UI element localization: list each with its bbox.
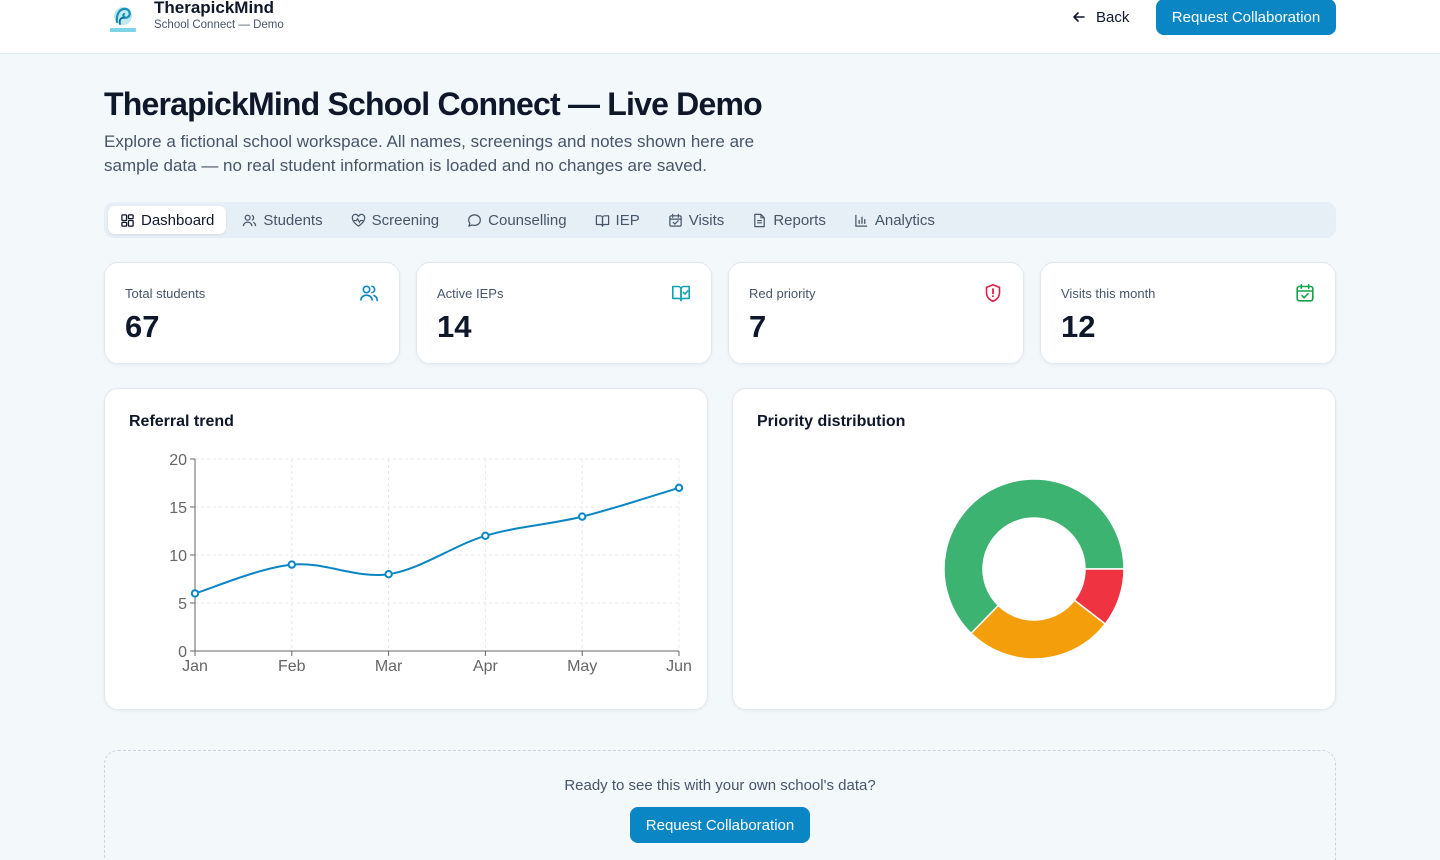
tab-label: IEP: [615, 211, 640, 229]
priority-donut-chart: [943, 478, 1125, 660]
heart-pulse-icon: [351, 213, 365, 227]
tab-iep[interactable]: IEP: [583, 206, 652, 234]
tab-label: Dashboard: [141, 211, 215, 229]
pie-slice: [1073, 568, 1125, 625]
tab-dashboard[interactable]: Dashboard: [108, 206, 227, 234]
tab-reports[interactable]: Reports: [740, 206, 838, 234]
data-point: [674, 483, 684, 493]
dashboard-icon: [121, 213, 134, 227]
tab-students[interactable]: Students: [230, 206, 334, 234]
stat-value: 14: [437, 309, 472, 344]
y-tick-label: 5: [178, 596, 187, 613]
x-tick-label: Jan: [182, 658, 208, 675]
tab-visits[interactable]: Visits: [656, 206, 737, 234]
back-button[interactable]: Back: [1066, 0, 1135, 34]
stat-label: Active IEPs: [437, 286, 504, 301]
shield-alert-icon: [985, 284, 1001, 302]
data-point: [384, 570, 393, 579]
y-tick-label: 0: [178, 644, 187, 661]
tab-label: Visits: [688, 211, 725, 229]
page-description: Explore a fictional school workspace. Al…: [104, 132, 755, 175]
data-point: [190, 589, 200, 598]
stat-value: 67: [125, 309, 160, 344]
cta-text: Ready to see this with your own school's…: [564, 777, 876, 794]
pie-slice: [943, 478, 1125, 635]
stat-value: 7: [749, 309, 767, 344]
page-title: TherapickMind School Connect — Live Demo: [104, 86, 763, 122]
request-collaboration-button[interactable]: Request Collaboration: [630, 807, 810, 843]
stat-value: 12: [1061, 309, 1096, 344]
book-check-icon: [672, 285, 690, 302]
x-tick-label: Jun: [666, 658, 692, 675]
request-collaboration-button[interactable]: Request Collaboration: [1156, 0, 1336, 35]
document-icon: [754, 213, 766, 227]
panel-title: Priority distribution: [757, 413, 906, 430]
brand-text: TherapickMind School Connect — Demo: [154, 0, 284, 32]
x-tick-label: May: [567, 658, 597, 675]
stat-card-active-ieps[interactable]: Active IEPs 14: [416, 262, 712, 364]
series-line: [194, 486, 680, 595]
tab-label: Counselling: [488, 211, 567, 229]
tab-bar: Dashboard Students Screening Counselling…: [104, 202, 1336, 238]
calendar-check-icon: [1296, 284, 1314, 302]
tab-label: Analytics: [874, 211, 935, 229]
back-label: Back: [1096, 8, 1130, 26]
chat-icon: [468, 213, 482, 227]
users-icon: [243, 214, 257, 226]
referral-line-chart: 0 5 10 15 20 Jan Feb Mar Apr May Jun: [169, 452, 692, 675]
users-icon: [360, 285, 378, 302]
y-tick-label: 10: [169, 548, 187, 565]
x-tick-label: Apr: [473, 658, 499, 675]
panel-title: Referral trend: [129, 413, 234, 430]
stat-card-visits-this-month[interactable]: Visits this month 12: [1040, 262, 1336, 364]
stat-label: Total students: [125, 286, 206, 301]
tab-label: Reports: [773, 211, 826, 229]
arrow-left-icon: [1073, 12, 1085, 22]
x-tick-label: Mar: [375, 658, 403, 675]
bar-chart-icon: [855, 214, 867, 227]
brain-wave-logo: [108, 0, 138, 34]
pie-slice: [970, 599, 1107, 660]
stat-label: Red priority: [749, 286, 816, 301]
priority-distribution-panel: Priority distribution: [732, 388, 1336, 710]
cta-section: Ready to see this with your own school's…: [104, 750, 1336, 860]
book-icon: [595, 214, 609, 227]
top-bar: TherapickMind School Connect — Demo Back…: [0, 0, 1440, 54]
brand[interactable]: TherapickMind School Connect — Demo: [108, 0, 284, 34]
y-tick-label: 20: [169, 452, 187, 469]
tab-screening[interactable]: Screening: [339, 206, 452, 234]
data-point: [481, 531, 490, 541]
calendar-check-icon: [669, 213, 682, 227]
stat-label: Visits this month: [1061, 286, 1156, 301]
tab-label: Screening: [371, 211, 440, 229]
data-point: [287, 560, 297, 569]
tab-counselling[interactable]: Counselling: [455, 206, 578, 234]
data-point: [578, 512, 587, 521]
y-tick-label: 15: [169, 500, 187, 517]
brand-name: TherapickMind: [154, 0, 274, 17]
tab-analytics[interactable]: Analytics: [842, 206, 947, 234]
stat-card-red-priority[interactable]: Red priority 7: [728, 262, 1024, 364]
x-tick-label: Feb: [278, 658, 306, 675]
brand-subtitle: School Connect — Demo: [154, 19, 284, 31]
stat-card-total-students[interactable]: Total students 67: [104, 262, 400, 364]
referral-trend-panel: Referral trend 0 5 10 15 20 Jan Feb Mar Apr May Ju…: [104, 388, 708, 710]
tab-label: Students: [263, 211, 323, 229]
